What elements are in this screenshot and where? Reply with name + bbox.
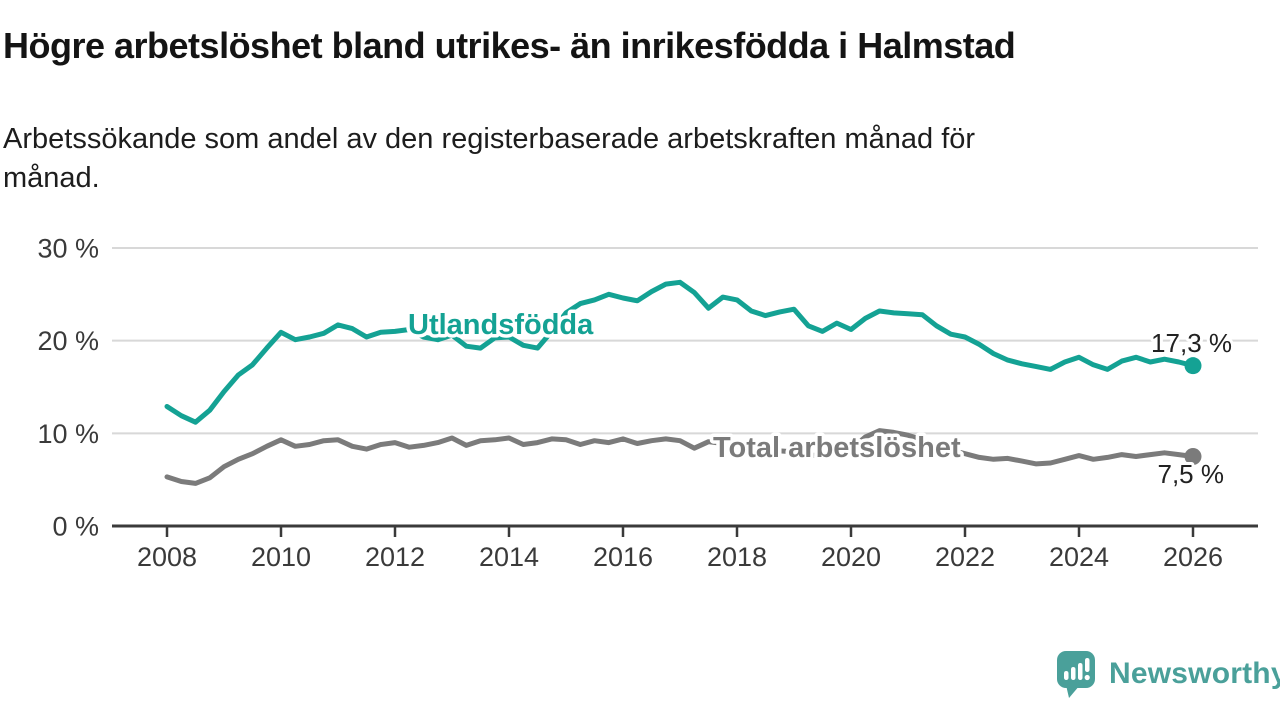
newsworthy-logo-icon [1057, 651, 1095, 698]
newsworthy-logo-text: Newsworthy [1109, 657, 1280, 690]
total-unemployment-line [164, 428, 1196, 486]
y-tick-label: 10 % [37, 419, 99, 449]
total-end-value: 7,5 % [1158, 459, 1225, 489]
page-title: Högre arbetslöshet bland utrikes- än inr… [3, 25, 1016, 66]
foreign-born-line [164, 279, 1196, 425]
y-tick-label: 30 % [37, 233, 99, 263]
x-tick-label: 2026 [1163, 542, 1223, 572]
newsworthy-logo: Newsworthy [1056, 649, 1280, 699]
y-tick-label: 20 % [37, 326, 99, 356]
x-tick-label: 2024 [1049, 542, 1109, 572]
y-tick-label: 0 % [52, 512, 99, 542]
foreign-born-series-label: Utlandsfödda [408, 309, 594, 341]
x-tick-label: 2022 [935, 542, 995, 572]
x-tick-label: 2010 [251, 542, 311, 572]
x-tick-label: 2020 [821, 542, 881, 572]
x-tick-label: 2014 [479, 542, 539, 572]
x-tick-label: 2008 [137, 542, 197, 572]
x-tick-label: 2016 [593, 542, 653, 572]
chart-subtitle: Arbetssökande som andel av den registerb… [3, 123, 976, 194]
total-end-dot [1184, 447, 1202, 465]
foreign-born-end-dot [1184, 357, 1202, 375]
foreign-born-end-value: 17,3 % [1151, 328, 1232, 358]
total-series-label: Total arbetslöshet [713, 432, 961, 464]
x-tick-label: 2012 [365, 542, 425, 572]
x-tick-label: 2018 [707, 542, 767, 572]
